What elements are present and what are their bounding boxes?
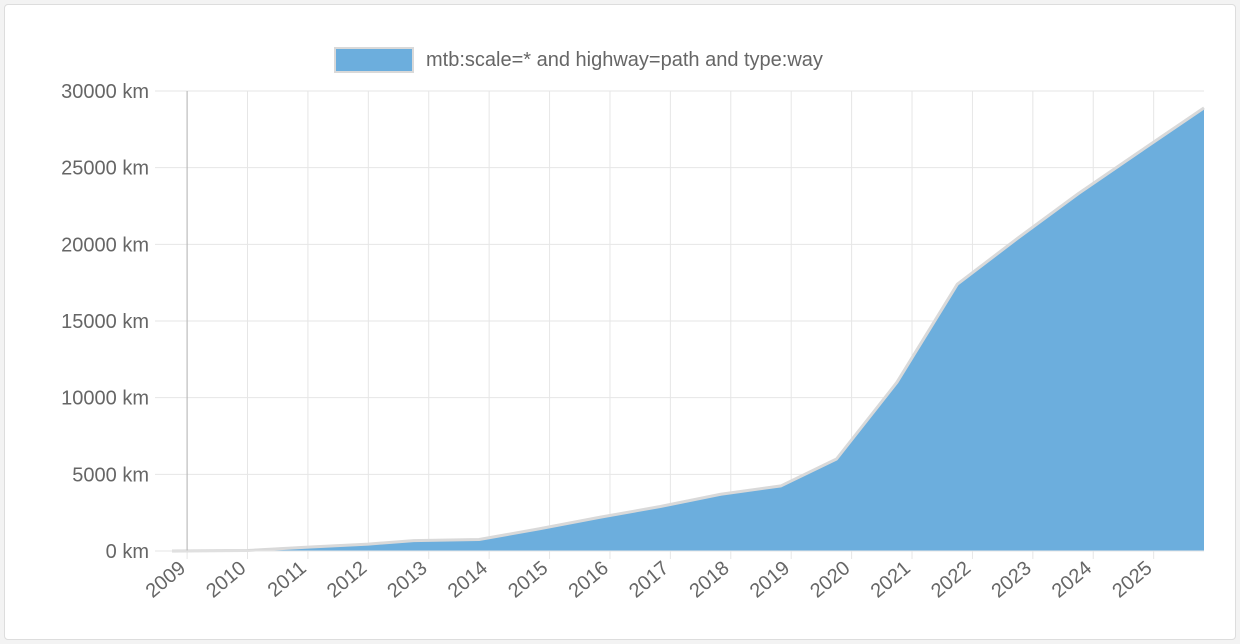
y-tick-label: 20000 km [61,234,149,256]
x-tick-label: 2015 [504,557,552,602]
y-tick-label: 30000 km [61,81,149,103]
x-tick-label: 2017 [625,557,673,602]
legend[interactable]: mtb:scale=* and highway=path and type:wa… [334,47,823,73]
plot-area [171,106,1205,553]
x-tick-label: 2025 [1108,557,1156,602]
area-chart: 0 km 5000 km 10000 km 15000 km 20000 km 25000… [61,47,1205,602]
x-tick-label: 2012 [323,557,371,602]
x-tick-label: 2022 [927,557,975,602]
x-tick-label: 2020 [806,557,854,602]
series-area[interactable] [172,107,1204,552]
legend-label[interactable]: mtb:scale=* and highway=path and type:wa… [426,49,823,71]
chart-card: 0 km 5000 km 10000 km 15000 km 20000 km 25000… [4,4,1236,640]
series-line[interactable] [171,106,1205,553]
x-tick-label: 2009 [142,557,190,602]
y-tick-label: 25000 km [61,158,149,180]
y-tick-label: 0 km [106,541,149,563]
legend-swatch[interactable] [334,47,414,73]
y-tick-label: 5000 km [72,464,149,486]
x-tick-label: 2019 [746,557,794,602]
x-tick-label: 2014 [444,557,492,602]
y-tick-label: 10000 km [61,388,149,410]
x-tick-label: 2023 [987,557,1035,602]
x-tick-label: 2016 [565,557,613,602]
x-tick-label: 2018 [685,557,733,602]
x-tick-label: 2021 [867,557,915,602]
x-tick-label: 2024 [1048,557,1096,602]
x-tick-label: 2013 [383,557,431,602]
x-tick-label: 2011 [264,557,311,602]
x-tick-label: 2010 [202,557,250,602]
y-tick-label: 15000 km [61,311,149,333]
